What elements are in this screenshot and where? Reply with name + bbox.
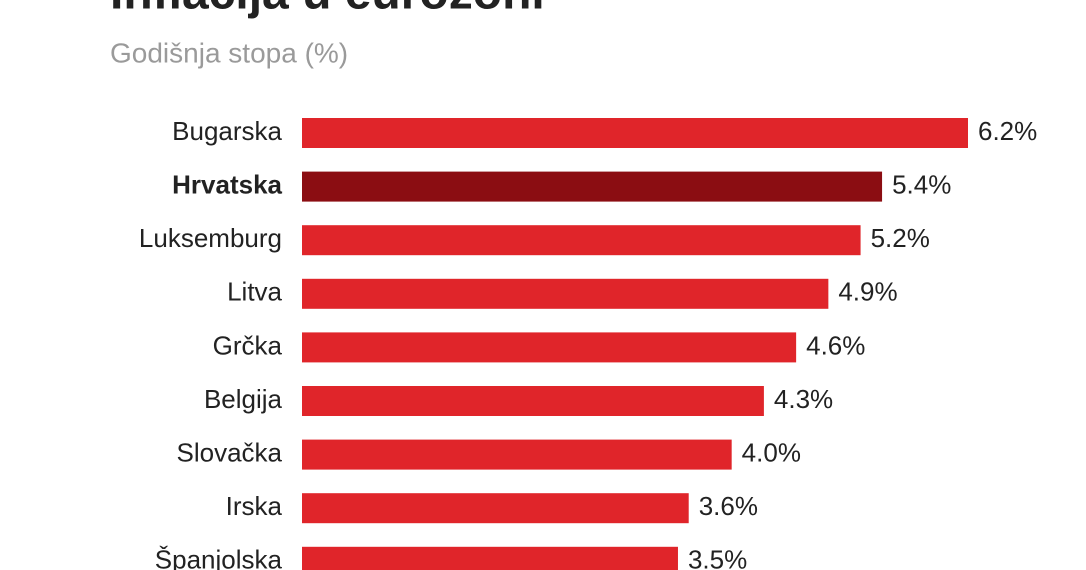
- value-label: 4.6%: [806, 330, 865, 360]
- value-label: 3.5%: [688, 545, 747, 570]
- category-label: Litva: [227, 277, 282, 307]
- bar: [302, 493, 689, 524]
- chart-subtitle: Godišnja stopa (%): [110, 37, 348, 68]
- bar: [302, 171, 883, 202]
- category-label: Španjolska: [155, 545, 283, 570]
- value-label: 3.6%: [699, 491, 758, 521]
- value-label: 4.9%: [838, 277, 897, 307]
- category-label: Luksemburg: [139, 223, 282, 253]
- chart-title: Inflacija u eurozoni: [110, 0, 545, 20]
- category-label: Bugarska: [172, 116, 282, 146]
- category-label: Slovačka: [177, 437, 283, 467]
- bar: [302, 225, 861, 256]
- bar: [302, 118, 968, 148]
- bar: [302, 439, 732, 470]
- bar: [302, 278, 829, 309]
- value-label: 4.3%: [774, 384, 833, 414]
- value-label: 5.4%: [892, 169, 951, 199]
- category-label: Grčka: [213, 330, 283, 360]
- value-label: 6.2%: [978, 116, 1037, 146]
- bar: [302, 546, 678, 570]
- value-label: 4.0%: [742, 437, 801, 467]
- category-label: Irska: [226, 491, 283, 521]
- category-label: Hrvatska: [172, 169, 282, 199]
- category-label: Belgija: [204, 384, 283, 414]
- bar: [302, 386, 764, 416]
- value-label: 5.2%: [871, 223, 930, 253]
- bar: [302, 332, 797, 363]
